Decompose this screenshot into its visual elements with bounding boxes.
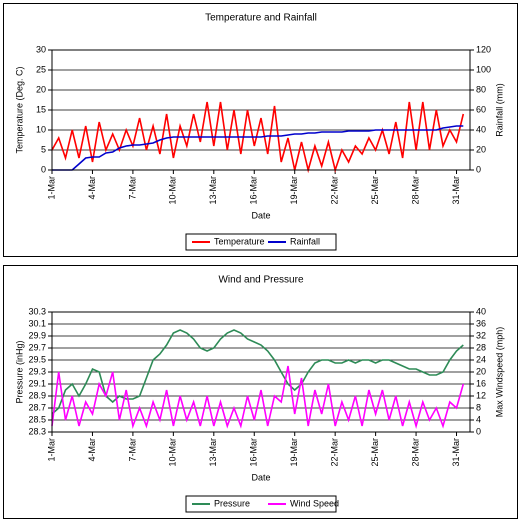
x-tick-label: 4-Mar (87, 438, 97, 462)
y2-tick-label: 32 (476, 330, 486, 340)
x-tick-label: 16-Mar (249, 438, 259, 467)
y-tick-label: 29.5 (28, 354, 46, 364)
y-tick-label: 0 (41, 164, 46, 174)
y2-tick-label: 36 (476, 318, 486, 328)
legend-box (185, 495, 337, 513)
y2-tick-label: 20 (476, 144, 486, 154)
x-tick-label: 31-Mar (451, 176, 461, 205)
y-tick-label: 29.7 (28, 342, 46, 352)
plot-frame (51, 311, 471, 433)
x-tick-label: 7-Mar (127, 176, 137, 200)
y2-tick-label: 28 (476, 342, 486, 352)
y2-tick-label: 40 (476, 124, 486, 134)
y-tick-label: 30 (36, 44, 46, 54)
x-axis-label: Date (251, 210, 270, 220)
plot-frame (51, 49, 471, 171)
y-tick-label: 30.3 (28, 306, 46, 316)
y2-axis-label: Max Windspeed (mph) (494, 327, 504, 418)
y-tick-label: 29.9 (28, 330, 46, 340)
legend-label: Temperature (214, 236, 265, 246)
series-line (52, 125, 464, 171)
y-tick-label: 20 (36, 84, 46, 94)
series-line (51, 365, 465, 429)
y-tick-label: 29.3 (28, 366, 46, 376)
legend-label: Rainfall (290, 236, 320, 246)
y-tick-label: 30.1 (28, 318, 46, 328)
x-tick-label: 25-Mar (370, 176, 380, 205)
series-line (51, 329, 464, 415)
y-tick-label: 28.3 (28, 426, 46, 436)
y2-tick-label: 4 (476, 414, 481, 424)
x-tick-label: 1-Mar (46, 176, 56, 200)
y2-tick-label: 40 (476, 306, 486, 316)
x-tick-label: 13-Mar (208, 438, 218, 467)
y-tick-label: 10 (36, 124, 46, 134)
x-tick-label: 4-Mar (87, 176, 97, 200)
y-tick-label: 28.9 (28, 390, 46, 400)
series-line (51, 101, 465, 174)
y2-tick-label: 0 (476, 426, 481, 436)
x-tick-label: 22-Mar (330, 176, 340, 205)
chart-title: Temperature and Rainfall (205, 13, 317, 24)
y-tick-label: 25 (36, 64, 46, 74)
y2-tick-label: 8 (476, 402, 481, 412)
y-axis-label: Pressure (inHg) (14, 340, 24, 403)
y-tick-label: 15 (36, 104, 46, 114)
x-tick-label: 28-Mar (410, 438, 420, 467)
x-tick-label: 19-Mar (289, 438, 299, 467)
legend-label: Pressure (214, 498, 250, 508)
x-tick-label: 19-Mar (289, 176, 299, 205)
x-tick-label: 10-Mar (168, 438, 178, 467)
y2-tick-label: 120 (476, 44, 491, 54)
y-tick-label: 28.7 (28, 402, 46, 412)
x-tick-label: 7-Mar (127, 438, 137, 462)
x-tick-label: 13-Mar (208, 176, 218, 205)
x-tick-label: 28-Mar (410, 176, 420, 205)
x-tick-label: 31-Mar (451, 438, 461, 467)
chart-title: Wind and Pressure (218, 275, 303, 286)
y2-axis-label: Rainfall (mm) (494, 83, 504, 137)
x-tick-label: 22-Mar (330, 438, 340, 467)
legend-box (185, 233, 337, 251)
y2-tick-label: 100 (476, 64, 491, 74)
y2-tick-label: 60 (476, 104, 486, 114)
x-tick-label: 10-Mar (168, 176, 178, 205)
x-tick-label: 16-Mar (249, 176, 259, 205)
x-axis-label: Date (251, 472, 270, 482)
y-axis-label: Temperature (Deg. C) (14, 66, 24, 153)
y2-tick-label: 20 (476, 366, 486, 376)
y-tick-label: 28.5 (28, 414, 46, 424)
y2-tick-label: 16 (476, 378, 486, 388)
y2-tick-label: 24 (476, 354, 486, 364)
y2-tick-label: 80 (476, 84, 486, 94)
y-tick-label: 5 (41, 144, 46, 154)
y2-tick-label: 12 (476, 390, 486, 400)
x-tick-label: 25-Mar (370, 438, 380, 467)
x-tick-label: 1-Mar (46, 438, 56, 462)
y-tick-label: 29.1 (28, 378, 46, 388)
y2-tick-label: 0 (476, 164, 481, 174)
legend-label: Wind Speed (290, 498, 339, 508)
